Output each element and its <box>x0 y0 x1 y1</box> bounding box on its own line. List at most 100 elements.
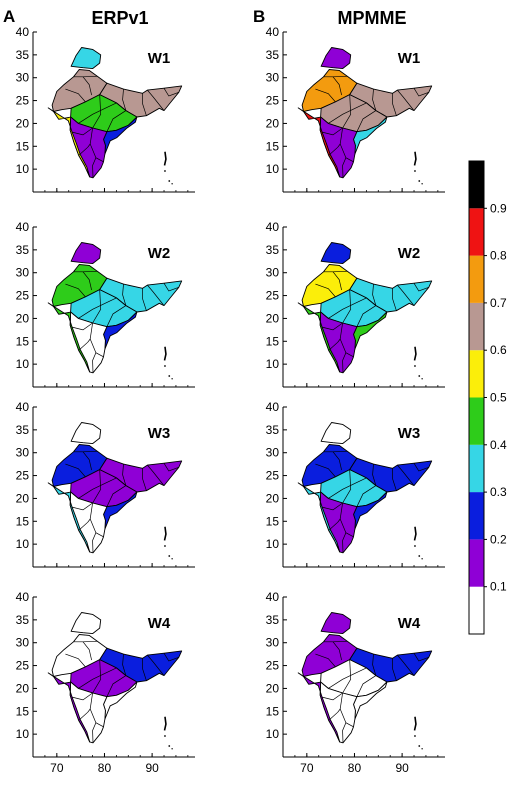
week-label: W2 <box>148 245 171 262</box>
subdivision-boundary <box>372 464 377 486</box>
y-tick-label: 30 <box>266 446 280 460</box>
subdivision-boundary <box>322 692 343 701</box>
subdivision-boundary <box>163 463 179 472</box>
subdivision-boundary <box>392 658 397 681</box>
subdivision-boundary <box>392 468 397 491</box>
subdivision-boundary <box>163 88 179 97</box>
subdivision-boundary <box>106 110 127 132</box>
subdivision-boundary <box>372 89 377 111</box>
subdivision-boundary <box>163 283 179 292</box>
week-label: W4 <box>398 615 421 632</box>
nicobar-islands <box>171 558 173 560</box>
subdivision-boundary <box>315 88 336 103</box>
y-tick-label: 10 <box>16 537 30 551</box>
region-north <box>70 47 102 70</box>
subdivision-boundary <box>356 675 377 697</box>
subdivision-boundary <box>72 692 93 701</box>
y-tick-label: 30 <box>16 71 30 85</box>
subdivision-boundary <box>323 75 348 78</box>
nicobar-islands <box>421 183 423 185</box>
subdivision-boundary <box>356 110 377 132</box>
y-tick-label: 20 <box>16 116 30 130</box>
subdivision-boundary <box>339 502 354 538</box>
subdivision-boundary <box>342 532 347 553</box>
y-tick-label: 25 <box>16 94 30 108</box>
subdivision-boundary <box>342 722 347 743</box>
subdivision-boundary <box>328 143 341 156</box>
subdivision-boundary <box>147 464 165 486</box>
subdivision-boundary <box>89 322 104 358</box>
subdivision-boundary <box>92 659 102 694</box>
y-tick-label: 40 <box>266 25 280 39</box>
map-panel-mpmme-w1: 10 15 20 25 30 35 40 W1 <box>266 25 445 193</box>
y-tick-label: 40 <box>16 25 30 39</box>
subdivision-boundary <box>413 283 429 292</box>
subdivision-boundary <box>332 451 342 471</box>
colorbar-tick-label: 0.7 <box>490 296 507 310</box>
nicobar-islands <box>421 748 423 750</box>
region-northwest <box>301 444 358 487</box>
subdivision-boundary <box>342 157 347 178</box>
region-westcoast <box>297 482 341 553</box>
subdivision-boundary <box>413 463 429 472</box>
nicobar-islands <box>168 555 171 557</box>
island-dot <box>414 365 416 367</box>
y-tick-label: 35 <box>16 243 30 257</box>
subdivision-boundary <box>78 518 91 531</box>
subdivision-boundary <box>65 88 86 103</box>
subdivision-boundary <box>142 468 147 491</box>
region-northwest <box>301 69 358 112</box>
map-panel-mpmme-w2: 10 15 20 25 30 35 40 W2 <box>266 220 445 388</box>
island-dot <box>414 735 416 737</box>
subdivision-boundary <box>322 502 343 511</box>
region-northwest <box>51 634 108 677</box>
colorbar-bin <box>469 539 484 587</box>
x-tick-label: 70 <box>50 761 64 775</box>
y-tick-label: 35 <box>16 48 30 62</box>
y-tick-label: 30 <box>266 71 280 85</box>
x-tick-label: 80 <box>348 761 362 775</box>
subdivision-boundary <box>122 654 127 676</box>
subdivision-boundary <box>73 270 98 273</box>
y-tick-label: 30 <box>16 446 30 460</box>
subdivision-boundary <box>65 463 86 478</box>
y-tick-label: 35 <box>266 613 280 627</box>
subdivision-boundary <box>323 270 348 273</box>
subdivision-boundary <box>315 463 336 478</box>
y-tick-label: 25 <box>266 659 280 673</box>
week-label: W1 <box>398 50 421 67</box>
region-northwest <box>51 69 108 112</box>
y-tick-label: 10 <box>266 357 280 371</box>
y-tick-label: 10 <box>266 162 280 176</box>
week-label: W4 <box>148 615 171 632</box>
island-dot <box>164 365 166 367</box>
subdivision-boundary <box>92 469 102 504</box>
subdivision-boundary <box>72 127 93 136</box>
subdivision-boundary <box>342 289 352 324</box>
subdivision-boundary <box>78 667 117 689</box>
subdivision-boundary <box>163 653 179 662</box>
map-panel-erpv1-w4: 10 15 20 25 30 35 40 70 80 90 W4 <box>16 590 195 775</box>
y-tick-label: 15 <box>16 704 30 718</box>
subdivision-boundary <box>72 502 93 511</box>
colorbar-tick-label: 0.5 <box>490 391 507 405</box>
subdivision-boundary <box>397 89 415 111</box>
y-tick-label: 10 <box>16 357 30 371</box>
region-westcoast <box>47 107 91 178</box>
y-tick-label: 15 <box>16 514 30 528</box>
subdivision-boundary <box>323 450 348 453</box>
region-westcoast <box>297 302 341 373</box>
y-tick-label: 30 <box>266 636 280 650</box>
subdivision-boundary <box>328 477 367 499</box>
subdivision-boundary <box>332 76 342 96</box>
y-tick-label: 15 <box>16 139 30 153</box>
nicobar-islands <box>168 375 171 377</box>
subdivision-boundary <box>89 502 104 538</box>
map-panel-erpv1-w2: 10 15 20 25 30 35 40 W2 <box>16 220 195 388</box>
map-panel-erpv1-w3: 10 15 20 25 30 35 40 W3 <box>16 400 195 568</box>
region-westcoast <box>47 482 91 553</box>
x-tick-label: 90 <box>145 761 159 775</box>
subdivision-boundary <box>142 93 147 116</box>
subdivision-boundary <box>78 143 91 156</box>
y-tick-label: 15 <box>266 704 280 718</box>
